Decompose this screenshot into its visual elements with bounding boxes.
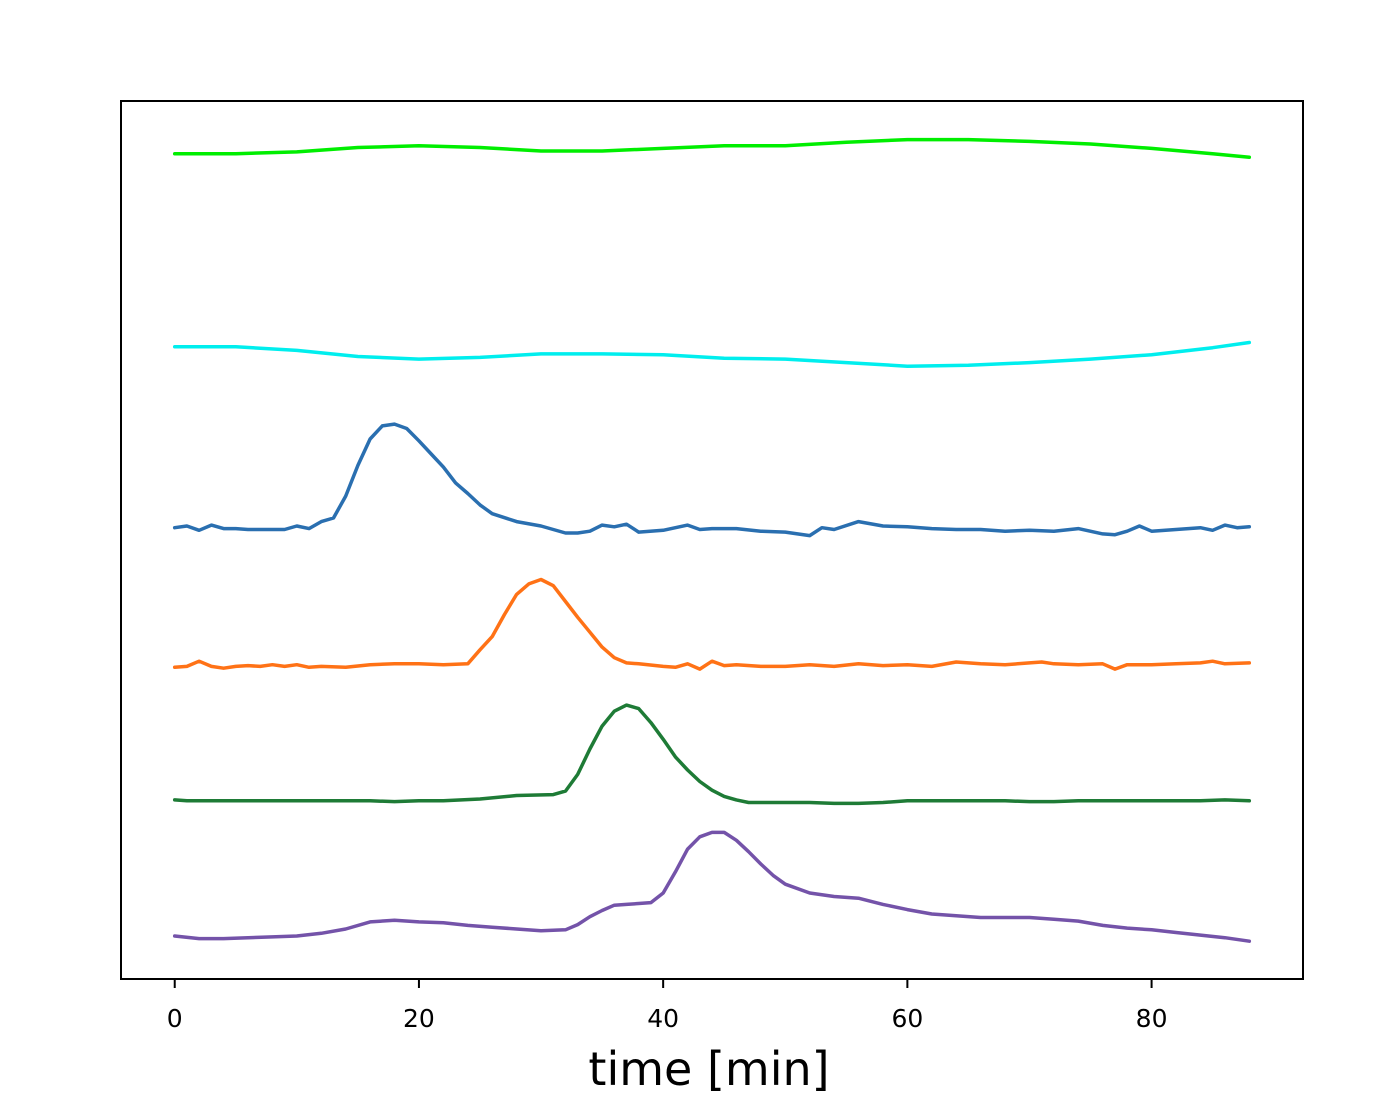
- x-tick-label: 20: [403, 1004, 435, 1033]
- tick-layer: 0 20 40 60 80: [167, 979, 1168, 1033]
- x-tick-label: 80: [1136, 1004, 1168, 1033]
- series-line-4: [172, 577, 1252, 671]
- x-tick-label: 60: [891, 1004, 923, 1033]
- x-tick-label: 40: [647, 1004, 679, 1033]
- series-layer: [172, 137, 1252, 943]
- series-line-2: [172, 340, 1252, 368]
- series-line-6: [172, 830, 1252, 943]
- series-line-3: [172, 422, 1252, 538]
- x-axis-label: time [min]: [588, 1042, 829, 1096]
- series-line-5: [172, 703, 1252, 806]
- series-line-1: [172, 137, 1252, 159]
- axes-frame: [120, 100, 1304, 980]
- x-tick-label: 0: [167, 1004, 183, 1033]
